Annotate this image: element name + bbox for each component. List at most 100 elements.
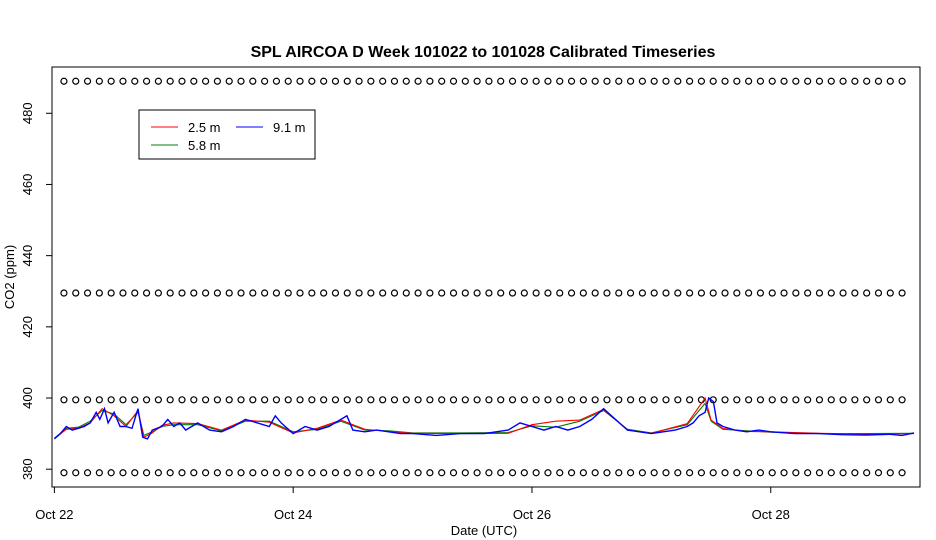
cal-point — [497, 396, 505, 404]
cal-point — [355, 469, 363, 477]
cal-point — [603, 289, 611, 297]
cal-point — [390, 77, 399, 85]
cal-point — [355, 396, 363, 404]
y-axis: 380 400 420 440 460 480 — [20, 102, 52, 480]
cal-point — [166, 396, 174, 404]
cal-point — [213, 469, 222, 477]
cal-point — [768, 289, 776, 297]
cal-point — [898, 289, 906, 297]
cal-point — [497, 289, 505, 297]
cal-point — [697, 289, 706, 297]
cal-point — [83, 77, 92, 85]
cal-point — [461, 77, 469, 85]
cal-point — [72, 396, 80, 404]
legend-box — [138, 109, 316, 160]
cal-point — [473, 77, 481, 85]
cal-point — [638, 469, 646, 477]
cal-point — [201, 77, 210, 85]
series-lines — [53, 396, 915, 440]
cal-point — [142, 289, 151, 297]
cal-point — [95, 77, 103, 85]
cal-point — [815, 289, 824, 297]
x-tick-label: Oct 24 — [274, 507, 312, 522]
cal-point — [225, 77, 233, 85]
cal-point — [898, 77, 906, 85]
cal-point — [379, 396, 387, 404]
cal-point — [414, 289, 422, 297]
cal-point — [615, 77, 623, 85]
cal-point — [485, 77, 493, 85]
cal-point — [532, 77, 540, 85]
cal-point — [745, 469, 753, 477]
cal-point — [308, 289, 316, 297]
cal-point — [650, 77, 658, 85]
cal-point — [178, 396, 186, 404]
cal-point — [662, 469, 670, 477]
cal-point — [721, 396, 729, 404]
cal-point — [626, 289, 635, 297]
cal-point — [874, 469, 883, 477]
cal-point — [426, 289, 434, 297]
cal-point — [650, 396, 658, 404]
cal-point — [756, 396, 765, 404]
cal-point — [343, 289, 351, 297]
cal-point — [721, 289, 729, 297]
y-tick-label: 480 — [20, 102, 35, 124]
cal-point — [886, 77, 894, 85]
cal-point — [296, 77, 304, 85]
cal-point — [591, 396, 599, 404]
cal-point — [886, 469, 894, 477]
cal-point — [567, 396, 576, 404]
cal-point — [249, 469, 257, 477]
cal-point — [579, 289, 587, 297]
x-tick-label: Oct 26 — [513, 507, 551, 522]
cal-point — [284, 289, 292, 297]
cal-point — [745, 289, 753, 297]
legend-label-9-1m: 9.1 m — [273, 120, 306, 135]
cal-point — [438, 396, 446, 404]
cal-point — [237, 469, 245, 477]
cal-point — [438, 289, 446, 297]
cal-point — [272, 469, 281, 477]
cal-point — [567, 289, 576, 297]
cal-point — [296, 469, 304, 477]
cal-point — [863, 289, 871, 297]
cal-point — [874, 77, 883, 85]
cal-point — [414, 469, 422, 477]
calibration-points — [60, 77, 906, 477]
cal-point — [367, 469, 375, 477]
cal-point — [556, 396, 564, 404]
cal-point — [284, 77, 292, 85]
cal-point — [733, 77, 741, 85]
cal-point — [532, 289, 540, 297]
cal-point — [154, 77, 162, 85]
cal-point — [178, 469, 186, 477]
cal-point — [213, 289, 222, 297]
series-line-9-1-m — [53, 396, 915, 440]
cal-point — [449, 289, 458, 297]
cal-point — [497, 77, 505, 85]
cal-point — [131, 396, 139, 404]
cal-point — [107, 289, 115, 297]
legend-label-5-8m: 5.8 m — [188, 138, 221, 153]
cal-point — [449, 396, 458, 404]
cal-point — [166, 77, 174, 85]
cal-point — [591, 77, 599, 85]
cal-point — [414, 77, 422, 85]
cal-point — [284, 469, 292, 477]
cal-point — [213, 77, 222, 85]
cal-point — [178, 289, 186, 297]
cal-point — [438, 77, 446, 85]
cal-point — [473, 396, 481, 404]
cal-point — [579, 77, 587, 85]
cal-point — [414, 396, 422, 404]
cal-point — [603, 77, 611, 85]
cal-point — [780, 396, 788, 404]
cal-point — [804, 396, 812, 404]
cal-point — [579, 469, 587, 477]
cal-point — [874, 289, 883, 297]
cal-point — [886, 289, 894, 297]
cal-point — [674, 396, 682, 404]
cal-point — [72, 469, 80, 477]
chart-title: SPL AIRCOA D Week 101022 to 101028 Calib… — [251, 44, 716, 61]
